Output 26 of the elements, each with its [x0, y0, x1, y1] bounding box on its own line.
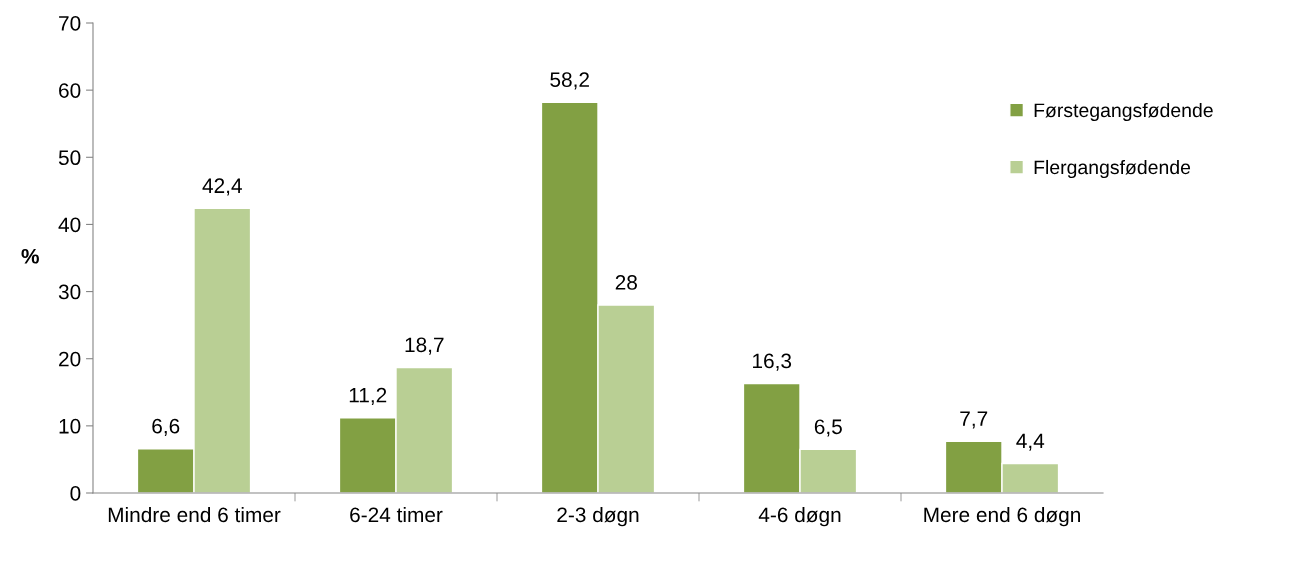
data-label: 58,2	[550, 72, 589, 90]
data-label: 42,4	[202, 178, 242, 196]
x-tick-label: 4-6 døgn	[758, 506, 841, 527]
data-label: 7,7	[960, 411, 988, 429]
legend-label: Førstegangsfødende	[1034, 102, 1213, 122]
x-tick-label: Mere end 6 døgn	[924, 506, 1080, 527]
data-label: 28	[615, 275, 637, 290]
y-axis-title: %	[21, 248, 39, 264]
data-label: 6,6	[152, 418, 180, 436]
y-tick-label: 50	[58, 150, 81, 166]
data-label: 6,5	[814, 419, 842, 437]
y-tick-label: 0	[70, 486, 81, 501]
y-tick-label: 60	[59, 83, 81, 98]
data-label: 4,4	[1016, 433, 1045, 451]
legend-label: Flergangsfødende	[1034, 159, 1191, 179]
y-tick-label: 10	[59, 418, 81, 434]
y-tick-label: 20	[59, 351, 81, 367]
x-tick-label: 2-3 døgn	[557, 506, 639, 527]
y-tick-label: 30	[58, 284, 81, 300]
data-label: 16,3	[753, 353, 792, 371]
x-tick-label: 6-24 timer	[350, 506, 443, 523]
data-label: 11,2	[349, 387, 387, 406]
data-label: 18,7	[405, 337, 444, 355]
y-tick-label: 40	[58, 217, 81, 233]
y-tick-label: 70	[59, 16, 81, 31]
x-tick-label: Mindre end 6 timer	[108, 506, 281, 523]
